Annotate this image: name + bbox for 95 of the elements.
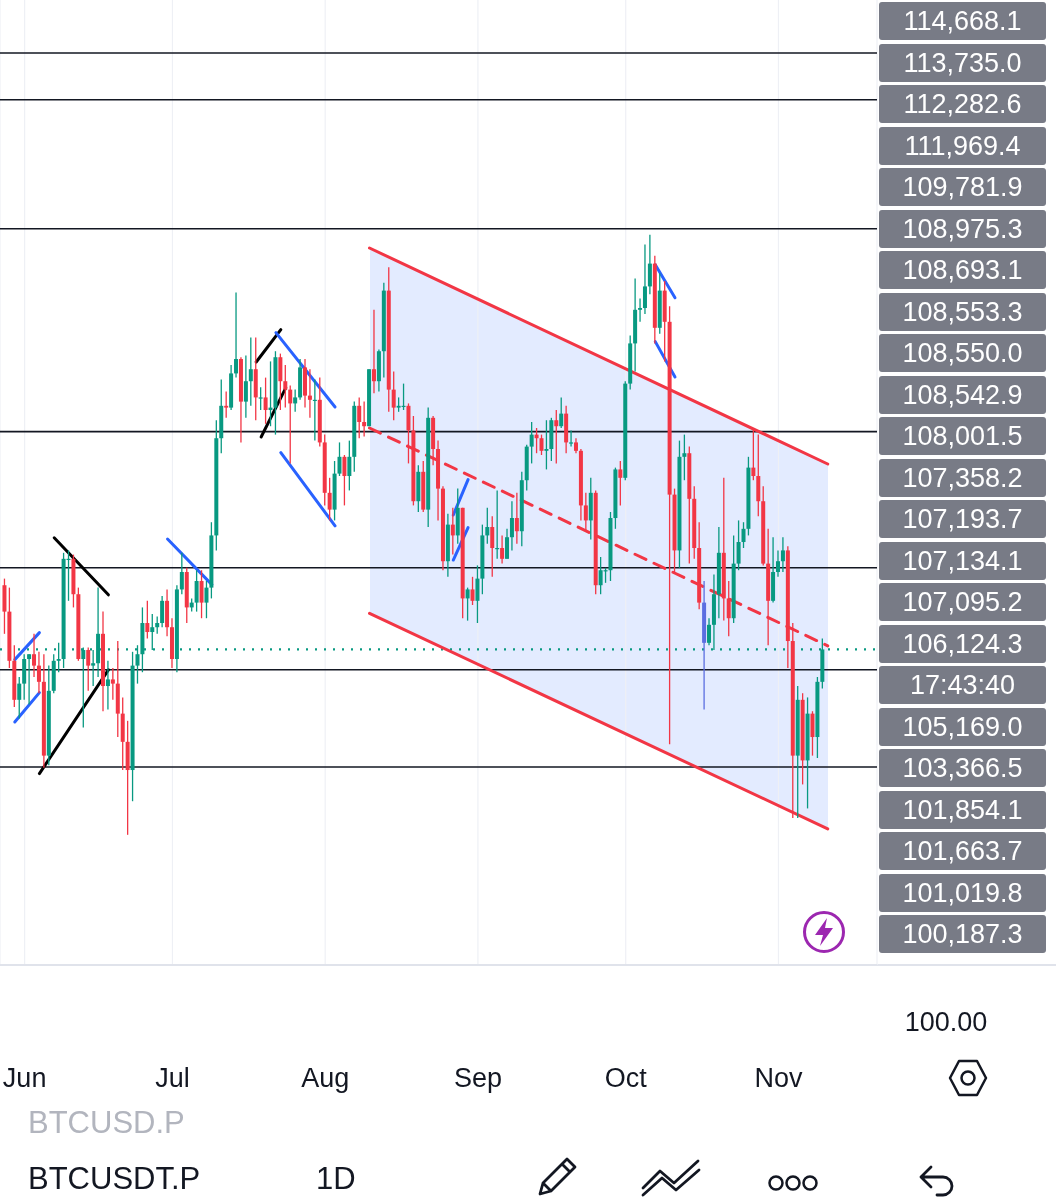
candlestick	[234, 291, 239, 379]
candlestick	[357, 396, 362, 439]
candlestick	[307, 368, 312, 419]
candlestick	[569, 429, 574, 448]
candlestick	[179, 552, 184, 595]
candlestick	[391, 370, 396, 421]
candlestick	[278, 352, 283, 411]
candlestick	[32, 633, 37, 678]
candlestick	[293, 388, 298, 413]
text: 108,001.5	[902, 421, 1023, 451]
candlestick	[194, 569, 199, 613]
candlestick	[450, 507, 455, 556]
text: 108,975.3	[902, 213, 1023, 244]
candlestick	[258, 386, 263, 411]
text: 111,969.4	[904, 130, 1021, 161]
candlestick	[554, 409, 559, 465]
candlestick	[618, 460, 623, 507]
text: 100,187.3	[902, 919, 1023, 949]
candlestick	[204, 580, 209, 619]
candlestick	[741, 521, 746, 549]
x-tick-label: Aug	[301, 1063, 350, 1093]
candlestick	[647, 234, 652, 295]
candlestick	[500, 534, 505, 565]
candlestick	[544, 419, 549, 471]
candlestick	[642, 243, 647, 315]
text: 17:43:40	[909, 670, 1016, 700]
candlestick	[638, 297, 643, 323]
candlestick	[224, 390, 229, 419]
x-tick-label: Nov	[754, 1063, 803, 1093]
text: 109,781.9	[902, 172, 1023, 202]
candlestick	[145, 600, 150, 640]
candlestick	[682, 433, 687, 481]
candlestick	[342, 454, 347, 507]
text: 103,366.5	[902, 753, 1023, 783]
text: 114,668.1	[903, 6, 1022, 36]
candlestick	[505, 528, 510, 560]
candlestick	[347, 439, 352, 492]
text: 108,550.0	[902, 338, 1023, 368]
candlestick	[485, 507, 490, 545]
text: 105,169.0	[902, 711, 1023, 742]
candlestick	[470, 576, 475, 606]
candlestick	[36, 651, 41, 694]
candlestick	[583, 492, 588, 532]
text: 108,542.9	[902, 379, 1023, 410]
candlestick	[263, 376, 268, 425]
candlestick	[105, 660, 110, 711]
text: 100.00	[904, 1007, 988, 1037]
candlestick	[110, 667, 115, 701]
candlestick	[465, 586, 470, 622]
text: 101,663.7	[902, 836, 1023, 866]
x-tick-label: Oct	[604, 1063, 648, 1093]
text: BTCUSDT.P	[28, 1161, 201, 1196]
candlestick	[248, 336, 253, 407]
text: 101,854.1	[902, 794, 1023, 825]
candlestick	[810, 710, 815, 757]
x-tick-label: Jun	[2, 1063, 47, 1093]
candlestick	[371, 309, 376, 394]
candlestick	[475, 564, 480, 624]
text: 113,735.0	[903, 47, 1022, 78]
candlestick	[509, 500, 514, 552]
candlestick	[726, 580, 731, 637]
candlestick	[514, 492, 519, 545]
candlestick	[362, 400, 367, 438]
candlestick	[539, 433, 544, 456]
text: 1D	[316, 1161, 356, 1196]
candlestick	[27, 653, 32, 706]
candlestick	[243, 354, 248, 419]
text: 101,019.8	[902, 877, 1023, 908]
text: 107,134.1	[902, 545, 1023, 576]
candlestick	[327, 477, 332, 522]
x-tick-label: Sep	[453, 1063, 502, 1093]
candlestick	[283, 364, 288, 409]
candlestick	[288, 384, 293, 465]
text: 106,124.3	[902, 628, 1023, 659]
candlestick	[529, 421, 534, 465]
candlestick	[559, 396, 564, 429]
text: 107,095.2	[902, 587, 1023, 617]
candlestick	[776, 549, 780, 578]
candlestick	[17, 676, 22, 720]
x-tick-label: Jul	[155, 1063, 190, 1093]
text: 108,693.1	[902, 255, 1023, 285]
text: 107,193.7	[902, 504, 1023, 534]
candlestick	[780, 536, 785, 573]
candlestick	[736, 519, 741, 571]
text: BTCUSD.P	[28, 1105, 185, 1140]
text: 108,553.3	[902, 296, 1023, 327]
candlestick	[707, 617, 712, 646]
candlestick	[56, 642, 61, 673]
candlestick	[160, 595, 165, 628]
text: 107,358.2	[902, 462, 1023, 493]
text: 112,282.6	[903, 89, 1022, 119]
candlestick	[86, 646, 91, 692]
candlestick	[490, 515, 495, 578]
candlestick	[337, 441, 342, 477]
candlestick	[199, 569, 204, 619]
